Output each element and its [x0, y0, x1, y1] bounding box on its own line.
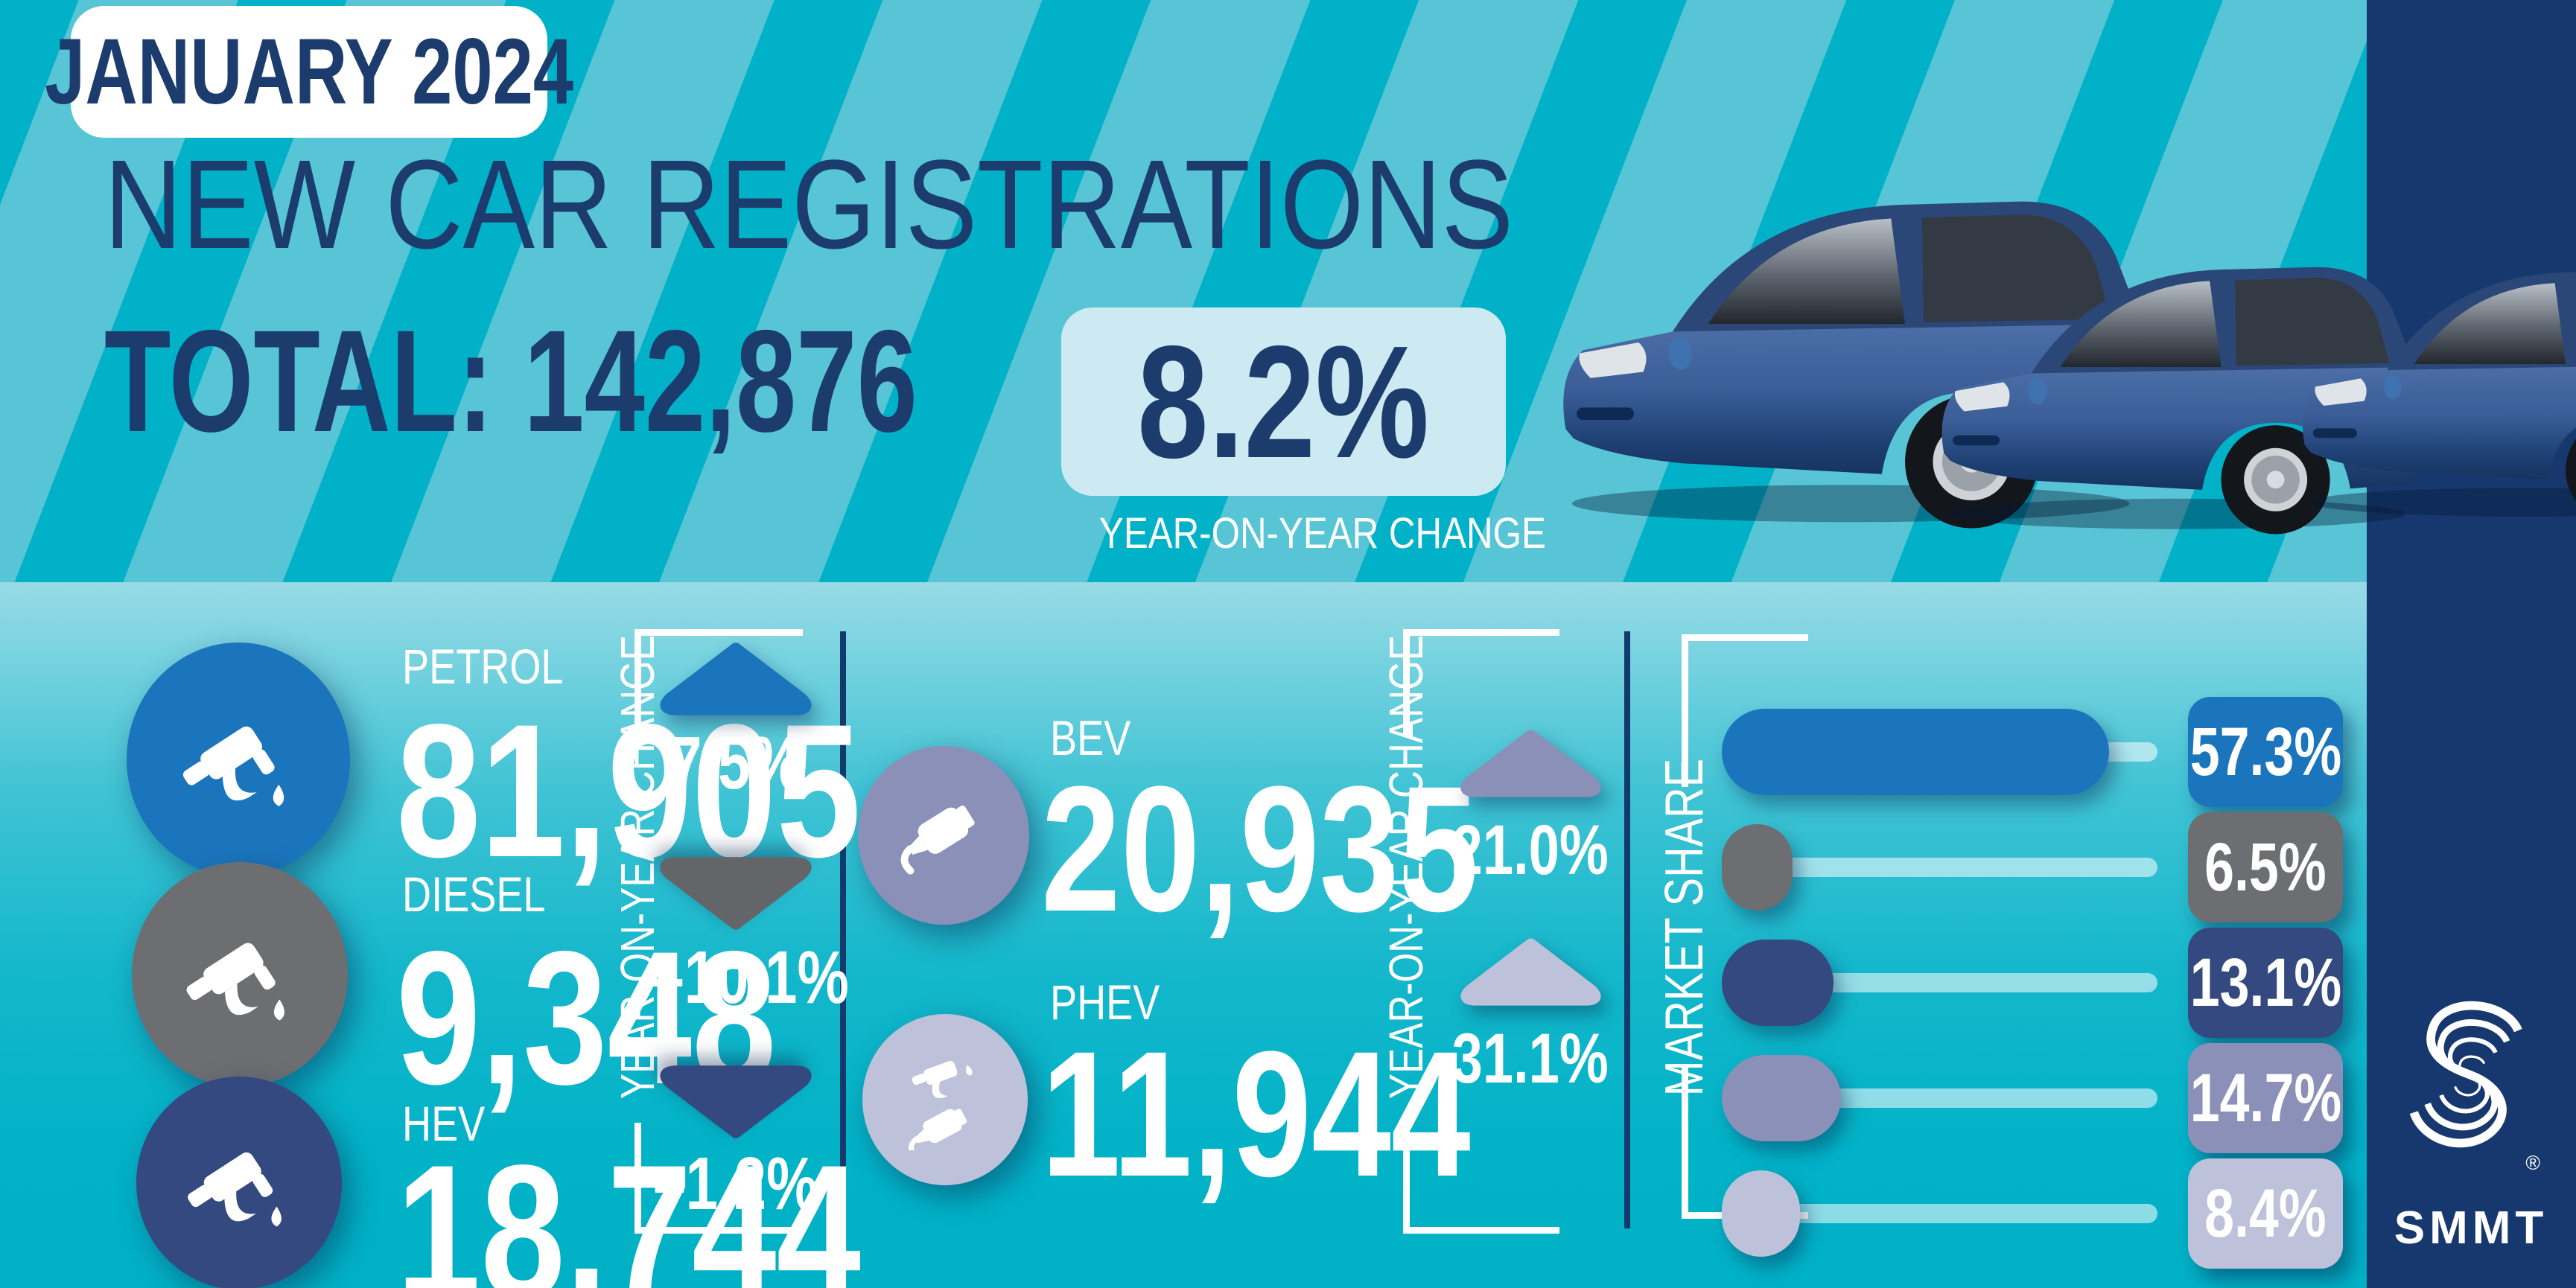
period-badge: JANUARY 2024 [45, 6, 573, 138]
petrol-label: PETROL [402, 639, 564, 694]
phev-yoy-up-arrow [1460, 938, 1601, 1006]
share-track [1722, 858, 2157, 877]
yoy1-bracket-bottom [635, 1227, 803, 1234]
registered-mark: ® [2525, 1152, 2540, 1174]
market-share-vertical-label: MARKET SHARE [1655, 759, 1714, 1097]
share-bracket-stub-bottom [1682, 1065, 1688, 1219]
yoy2-bracket-top [1403, 629, 1559, 636]
yoy1-bracket-stub-top [635, 629, 641, 735]
total-line: TOTAL: 142,876 [104, 309, 1189, 454]
hev-icon-circle [136, 1077, 342, 1288]
section-divider-1 [840, 631, 846, 1228]
petrol-value: 81,905 [396, 685, 861, 897]
yoy-total-caption: YEAR-ON-YEAR CHANGE [1098, 509, 1546, 558]
petrol-yoy-up-arrow [660, 643, 812, 715]
phev-value: 11,944 [1041, 1014, 1471, 1214]
total-value: 142,876 [524, 300, 917, 462]
fuel-pump-icon [188, 1152, 282, 1227]
fuel-pump-icon [182, 726, 284, 806]
page-title: NEW CAR REGISTRATIONS [104, 134, 1513, 275]
share-value-hev: 13.1% [2188, 928, 2343, 1038]
yoy1-bracket-stub-bottom [635, 1123, 641, 1234]
yoy-total-value: 8.2% [1137, 311, 1430, 491]
share-value-petrol: 57.3% [2188, 697, 2343, 807]
yoy2-bracket-stub-bottom [1403, 1123, 1410, 1234]
share-bar-petrol [1722, 709, 2109, 795]
bev-yoy-up-arrow [1460, 730, 1601, 797]
diesel-icon-circle [132, 862, 348, 1087]
fuel-pump-icon [186, 943, 284, 1021]
hev-yoy-value: –1.2% [653, 1142, 818, 1225]
phev-icon-circle [862, 1014, 1028, 1185]
share-bar-diesel [1722, 824, 1793, 911]
yoy2-bracket-stub-top [1403, 629, 1410, 735]
bev-label: BEV [1050, 710, 1131, 765]
hev-label: HEV [402, 1096, 486, 1151]
share-bracket-stub-top [1682, 634, 1688, 787]
hev-value: 18,744 [396, 1126, 861, 1288]
yoy1-bracket-top [635, 629, 803, 636]
bev-value: 20,935 [1041, 749, 1479, 949]
phev-yoy-value: 31.1% [1451, 1019, 1609, 1098]
diesel-label: DIESEL [402, 867, 546, 922]
share-bracket-top [1682, 634, 1808, 641]
bev-icon-circle [858, 746, 1029, 925]
share-value-diesel: 6.5% [2188, 812, 2343, 922]
share-bar-phev [1722, 1170, 1800, 1257]
yoy-total-box: 8.2% [1061, 307, 1506, 496]
ev-plug-icon [900, 806, 975, 875]
diesel-yoy-value: –10.1% [652, 936, 849, 1019]
share-bar-hev [1722, 940, 1834, 1026]
smmt-logo: ® SMMT [2389, 983, 2553, 1254]
hev-yoy-down-arrow [660, 1065, 812, 1138]
section-divider-2 [1624, 631, 1630, 1228]
petrol-icon-circle [127, 643, 350, 876]
diesel-yoy-down-arrow [660, 857, 812, 930]
phev-pump-plug-icon [909, 1060, 973, 1150]
smmt-wordmark: SMMT [2394, 1202, 2548, 1254]
period-label: JANUARY 2024 [45, 20, 573, 124]
stats-section [0, 582, 2576, 1288]
phev-label: PHEV [1050, 975, 1160, 1030]
share-value-bev: 14.7% [2188, 1043, 2343, 1153]
share-value-phev: 8.4% [2188, 1158, 2343, 1269]
total-label: TOTAL: [104, 300, 494, 462]
smmt-s-icon: ® [2409, 1001, 2540, 1174]
yoy2-bracket-bottom [1403, 1227, 1559, 1234]
bev-yoy-value: 21.0% [1451, 811, 1609, 890]
share-bar-bev [1722, 1055, 1841, 1141]
petrol-yoy-value: 7.5% [670, 721, 802, 805]
